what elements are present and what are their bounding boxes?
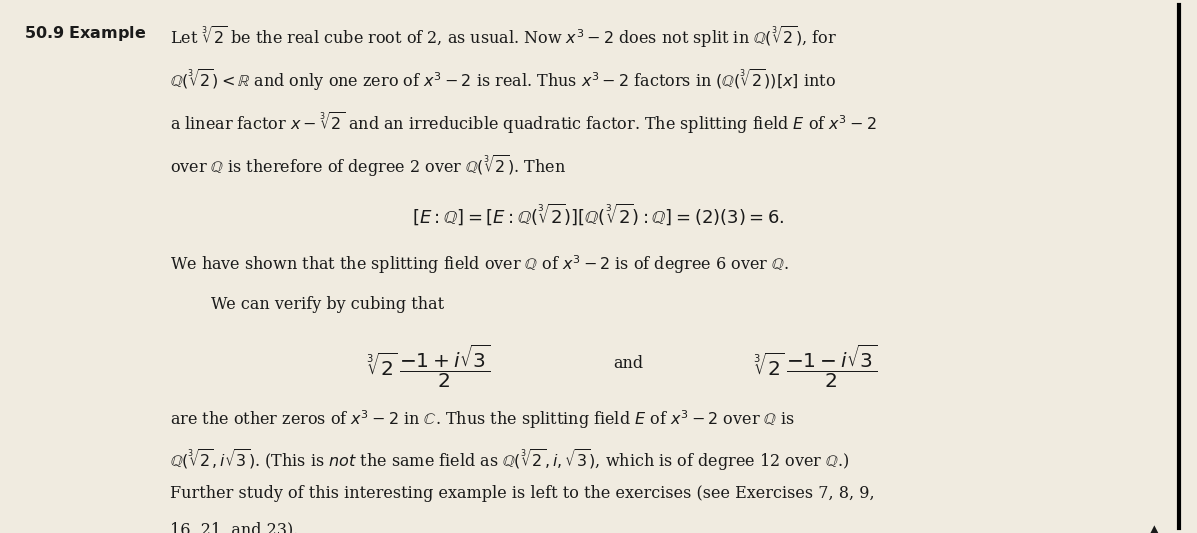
Text: Let $\sqrt[3]{2}$ be the real cube root of 2, as usual. Now $x^3-2$ does not spl: Let $\sqrt[3]{2}$ be the real cube root … (170, 23, 837, 50)
Text: 16, 21, and 23).: 16, 21, and 23). (170, 521, 299, 533)
Text: a linear factor $x-\sqrt[3]{2}$ and an irreducible quadratic factor. The splitti: a linear factor $x-\sqrt[3]{2}$ and an i… (170, 110, 877, 136)
Text: are the other zeros of $x^3-2$ in $\mathbb{C}$. Thus the splitting field $E$ of : are the other zeros of $x^3-2$ in $\math… (170, 409, 795, 431)
Text: Further study of this interesting example is left to the exercises (see Exercise: Further study of this interesting exampl… (170, 485, 875, 502)
Text: $\blacktriangle$: $\blacktriangle$ (1149, 521, 1159, 533)
Text: $\bf{50.9\ Example}$: $\bf{50.9\ Example}$ (24, 23, 146, 43)
Text: and: and (613, 356, 643, 372)
Text: We have shown that the splitting field over $\mathbb{Q}$ of $x^3-2$ is of degree: We have shown that the splitting field o… (170, 254, 789, 276)
Text: $\mathbb{Q}(\sqrt[3]{2},i\sqrt{3})$. (This is $\mathit{not}$ the same field as $: $\mathbb{Q}(\sqrt[3]{2},i\sqrt{3})$. (Th… (170, 447, 850, 473)
Text: $\sqrt[3]{2}\,\dfrac{-1+i\sqrt{3}}{2}$: $\sqrt[3]{2}\,\dfrac{-1+i\sqrt{3}}{2}$ (366, 342, 491, 390)
Text: We can verify by cubing that: We can verify by cubing that (212, 296, 444, 313)
Text: $\mathbb{Q}(\sqrt[3]{2})<\mathbb{R}$ and only one zero of $x^3-2$ is real. Thus : $\mathbb{Q}(\sqrt[3]{2})<\mathbb{R}$ and… (170, 67, 837, 93)
Text: $\sqrt[3]{2}\,\dfrac{-1-i\sqrt{3}}{2}$: $\sqrt[3]{2}\,\dfrac{-1-i\sqrt{3}}{2}$ (753, 342, 877, 390)
Text: over $\mathbb{Q}$ is therefore of degree 2 over $\mathbb{Q}(\sqrt[3]{2})$. Then: over $\mathbb{Q}$ is therefore of degree… (170, 152, 566, 179)
Text: $[E:\mathbb{Q}]=[E:\mathbb{Q}(\sqrt[3]{2})][\mathbb{Q}(\sqrt[3]{2}):\mathbb{Q}]=: $[E:\mathbb{Q}]=[E:\mathbb{Q}(\sqrt[3]{2… (412, 201, 785, 227)
